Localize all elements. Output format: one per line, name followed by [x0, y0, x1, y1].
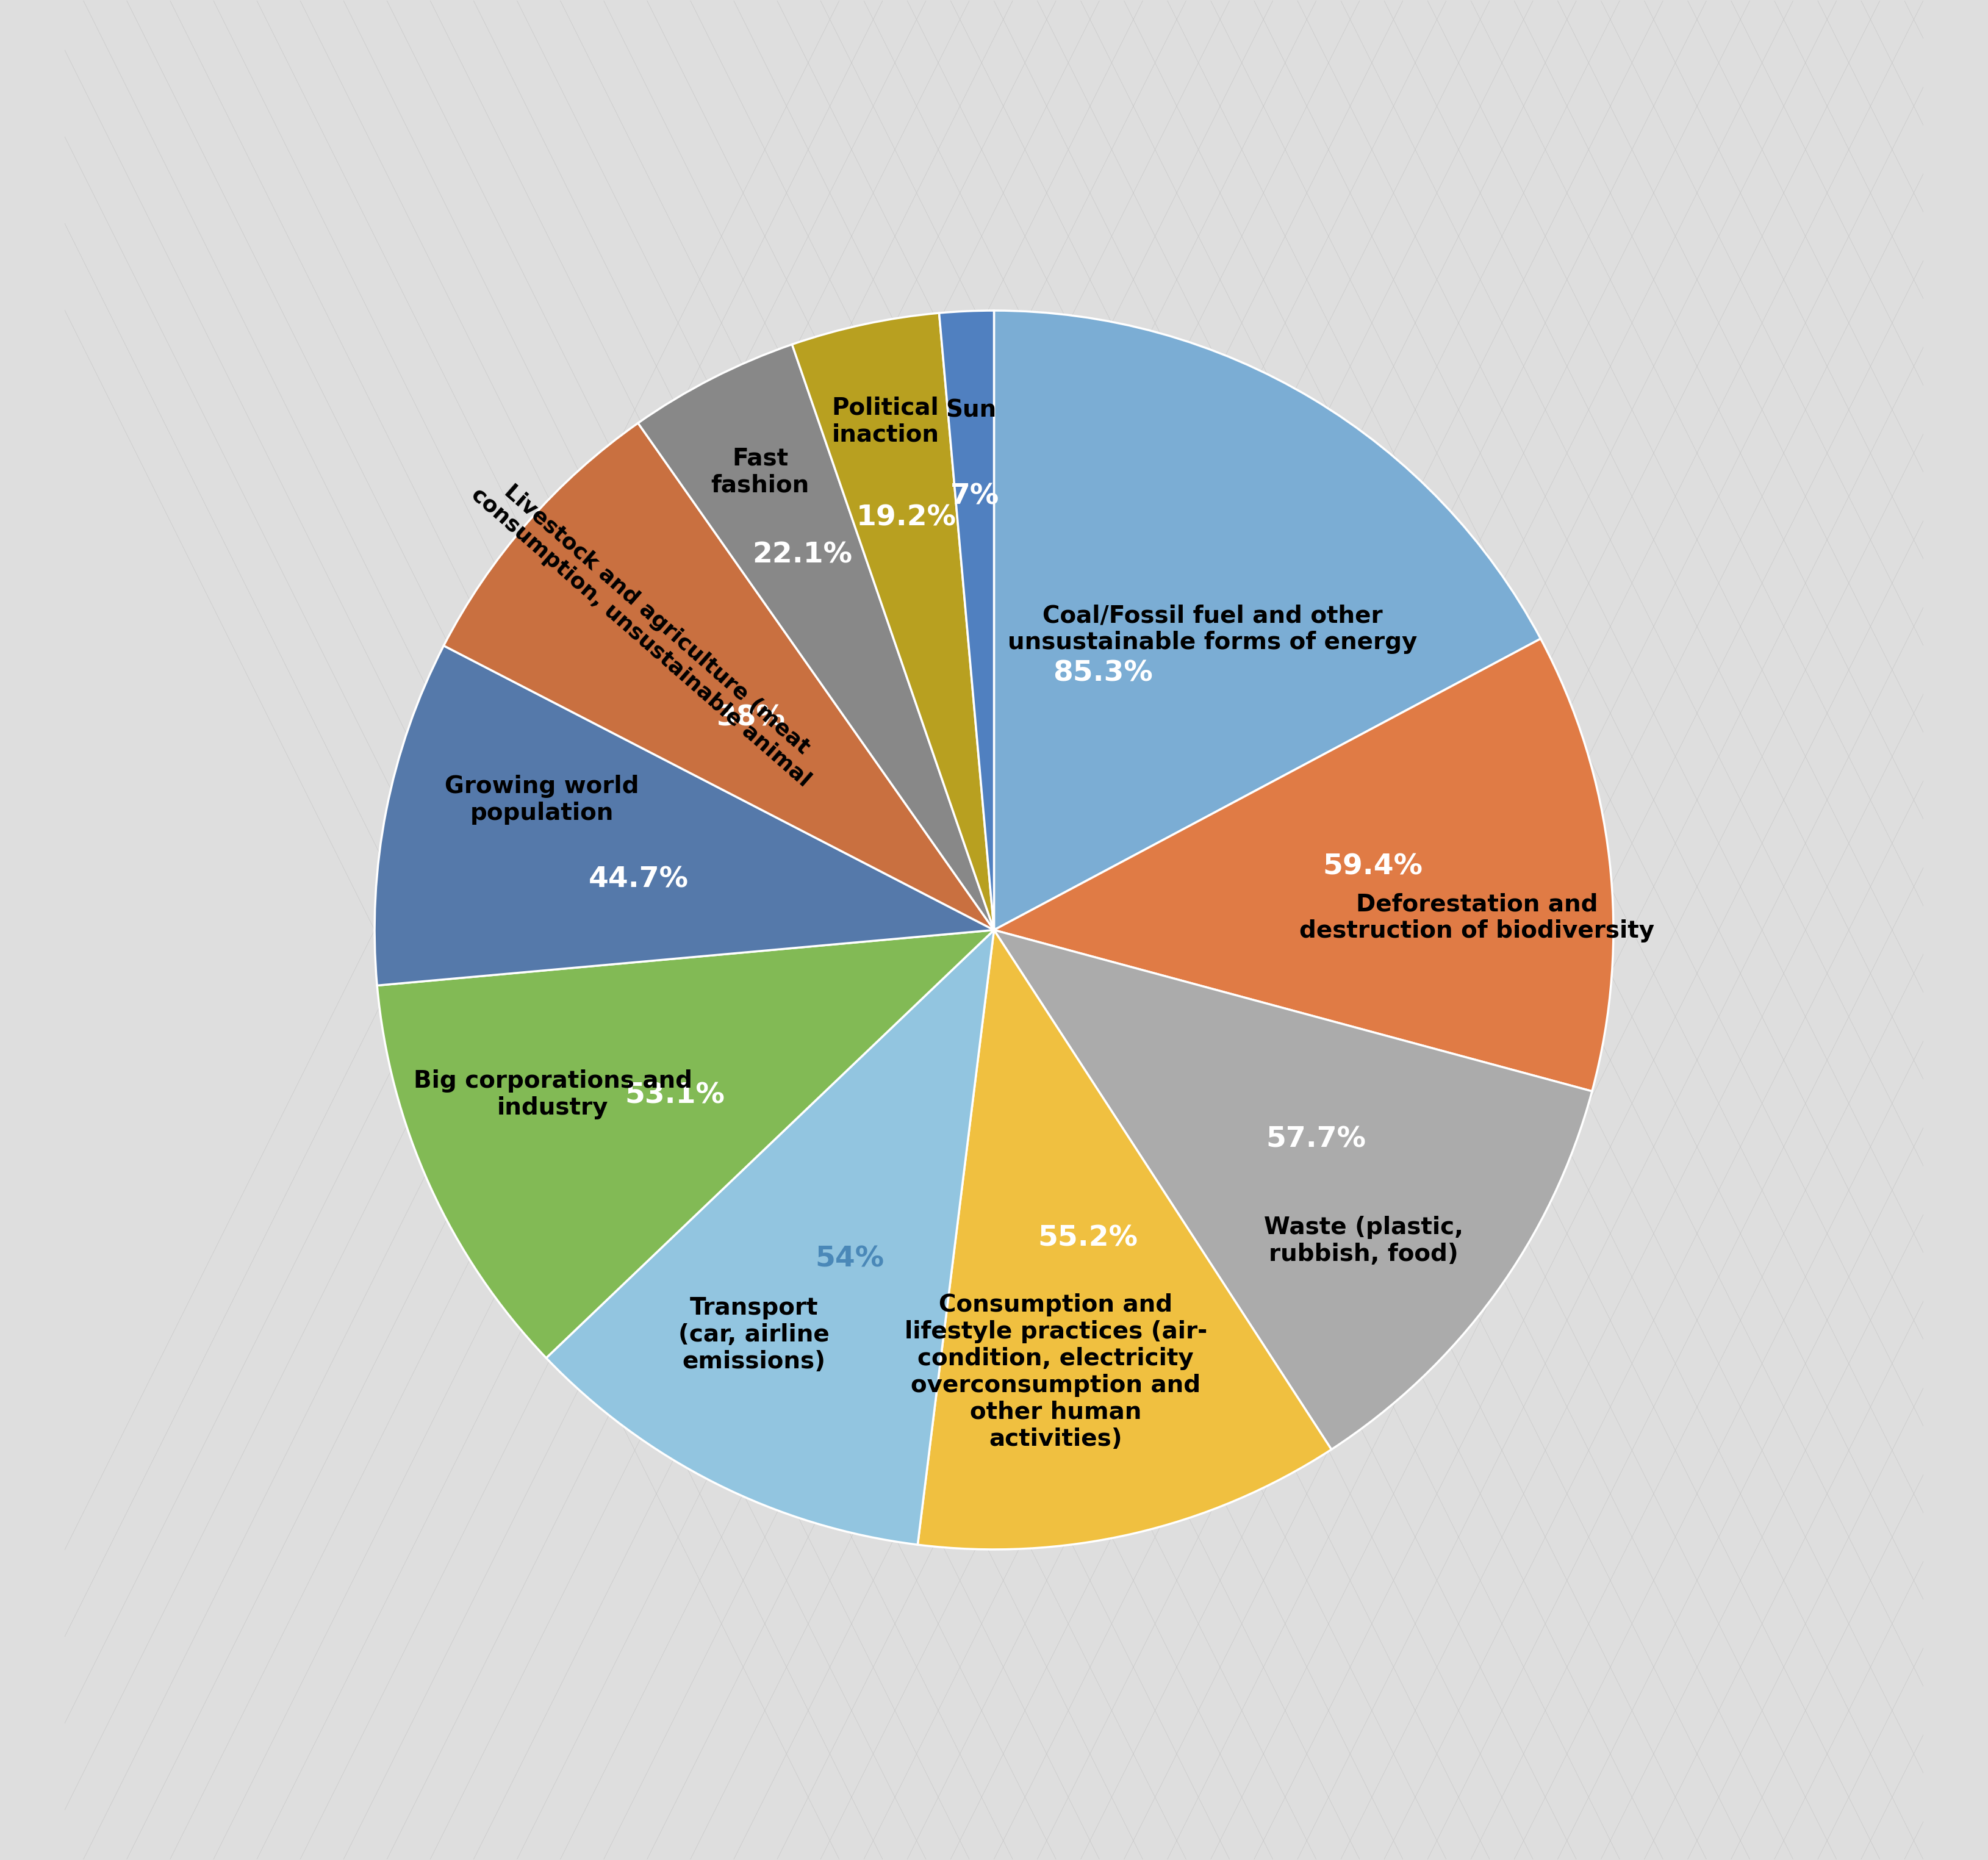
Text: 38%: 38% [718, 705, 785, 731]
Wedge shape [443, 422, 994, 930]
Wedge shape [918, 930, 1332, 1549]
Text: Deforestation and
destruction of biodiversity: Deforestation and destruction of biodive… [1300, 893, 1654, 943]
Text: Fast
fashion: Fast fashion [712, 446, 809, 497]
Text: Waste (plastic,
rubbish, food): Waste (plastic, rubbish, food) [1264, 1216, 1463, 1267]
Text: Big corporations and
industry: Big corporations and industry [414, 1070, 692, 1120]
Text: 19.2%: 19.2% [857, 504, 956, 532]
Text: 44.7%: 44.7% [588, 865, 688, 893]
Text: Political
inaction: Political inaction [831, 396, 938, 446]
Wedge shape [547, 930, 994, 1544]
Wedge shape [638, 344, 994, 930]
Wedge shape [938, 311, 994, 930]
Wedge shape [994, 638, 1614, 1092]
Text: 55.2%: 55.2% [1038, 1224, 1137, 1252]
Text: Sun: Sun [946, 398, 996, 422]
Text: 57.7%: 57.7% [1266, 1125, 1366, 1153]
Text: 85.3%: 85.3% [1054, 660, 1153, 686]
Wedge shape [374, 645, 994, 986]
Wedge shape [791, 312, 994, 930]
Text: Livestock and agriculture (meat
consumption, unsustainable animal: Livestock and agriculture (meat consumpt… [467, 467, 831, 790]
Text: Consumption and
lifestyle practices (air-
condition, electricity
overconsumption: Consumption and lifestyle practices (air… [905, 1293, 1207, 1451]
Text: 22.1%: 22.1% [751, 541, 853, 569]
Text: 53.1%: 53.1% [624, 1083, 726, 1109]
Text: Coal/Fossil fuel and other
unsustainable forms of energy: Coal/Fossil fuel and other unsustainable… [1008, 605, 1417, 655]
Text: 54%: 54% [815, 1246, 885, 1272]
Text: Growing world
population: Growing world population [445, 774, 638, 824]
Text: 7%: 7% [950, 484, 1000, 510]
Text: 59.4%: 59.4% [1322, 854, 1423, 880]
Wedge shape [994, 311, 1541, 930]
Wedge shape [994, 930, 1592, 1449]
Wedge shape [378, 930, 994, 1358]
Text: Transport
(car, airline
emissions): Transport (car, airline emissions) [678, 1296, 829, 1373]
